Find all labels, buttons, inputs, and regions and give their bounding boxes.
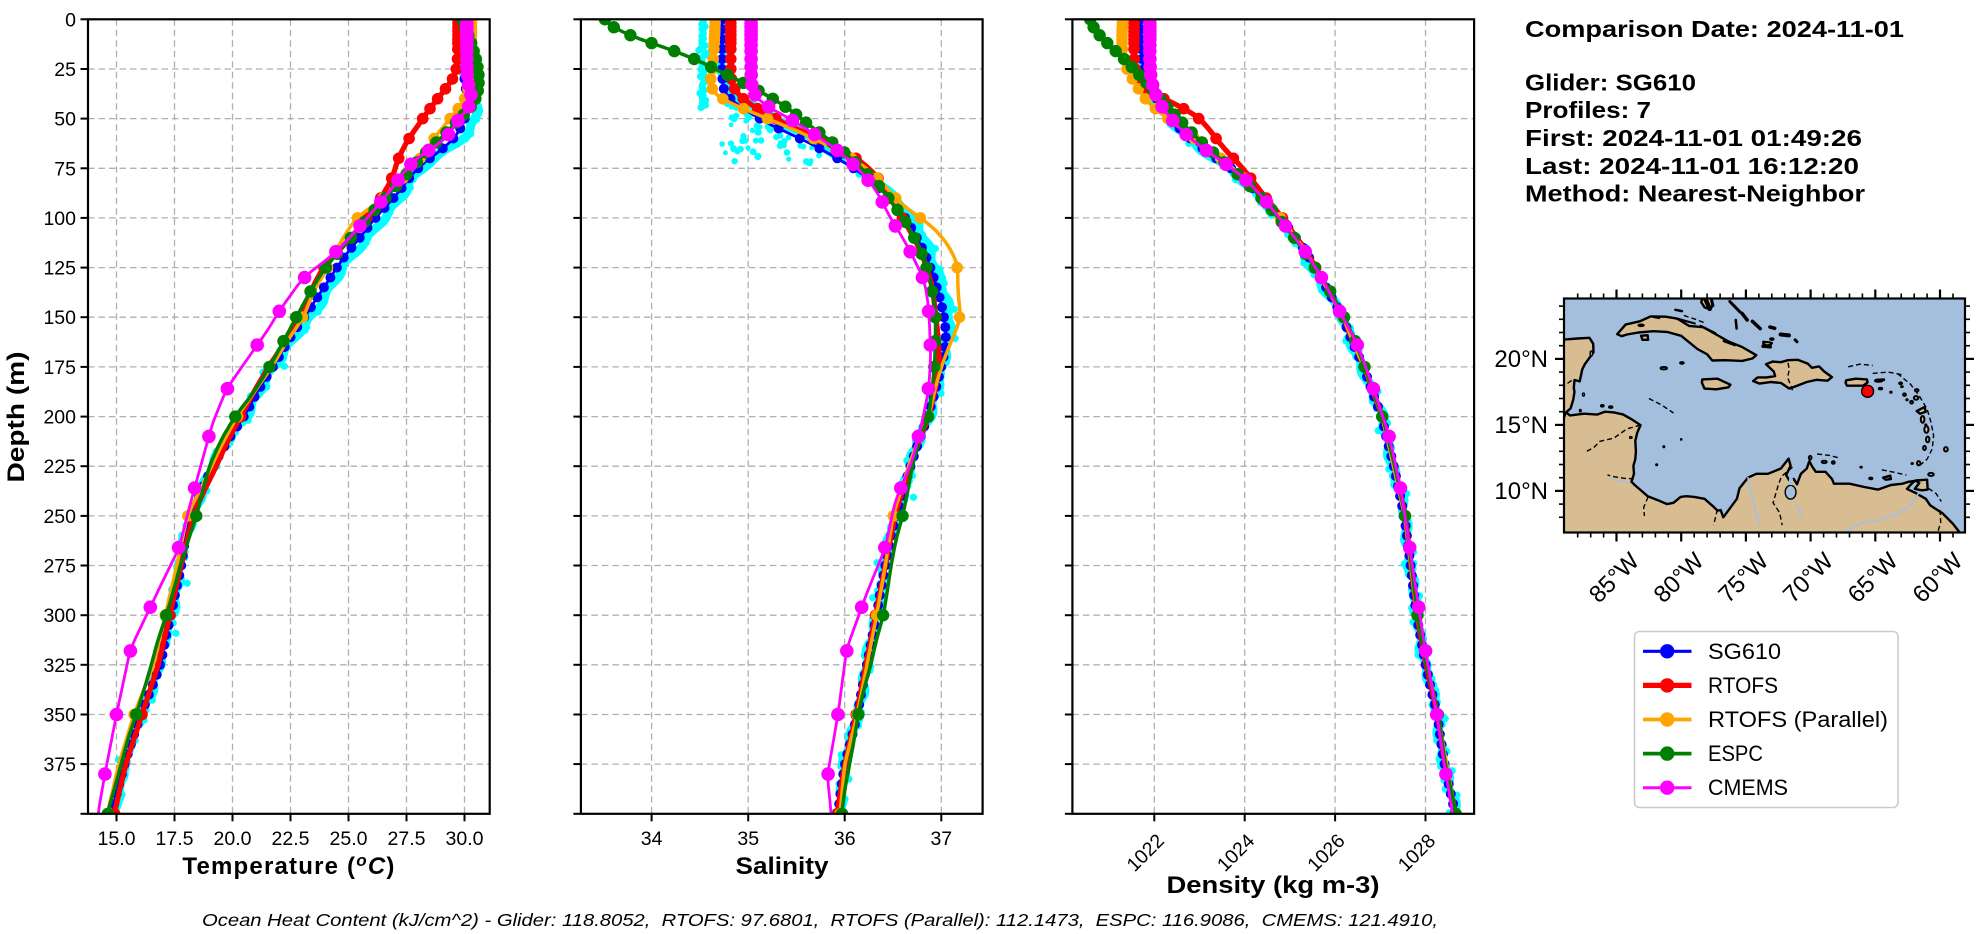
svg-text:75: 75: [54, 158, 76, 180]
svg-text:25: 25: [54, 59, 76, 81]
svg-text:350: 350: [43, 705, 76, 727]
svg-text:15.0: 15.0: [98, 828, 136, 850]
svg-text:Last: 2024-11-01 16:12:20: Last: 2024-11-01 16:12:20: [1525, 153, 1859, 179]
svg-text:Ocean Heat Content (kJ/cm^2) -: Ocean Heat Content (kJ/cm^2) - Glider: 1…: [202, 910, 1438, 930]
svg-text:37: 37: [930, 828, 952, 850]
svg-text:225: 225: [43, 456, 76, 478]
svg-text:CMEMS: CMEMS: [1708, 775, 1788, 800]
svg-text:275: 275: [43, 556, 76, 578]
svg-text:100: 100: [43, 208, 76, 230]
svg-text:200: 200: [43, 407, 76, 429]
svg-text:175: 175: [43, 357, 76, 379]
svg-text:22.5: 22.5: [272, 828, 310, 850]
svg-text:27.5: 27.5: [388, 828, 426, 850]
svg-text:SG610: SG610: [1708, 639, 1781, 664]
svg-text:20.0: 20.0: [214, 828, 252, 850]
svg-text:Glider: SG610: Glider: SG610: [1525, 69, 1696, 95]
svg-text:Density (kg m-3): Density (kg m-3): [1167, 872, 1380, 899]
svg-text:Depth (m): Depth (m): [3, 352, 30, 483]
svg-text:150: 150: [43, 307, 76, 329]
svg-text:375: 375: [43, 754, 76, 776]
svg-text:300: 300: [43, 605, 76, 627]
svg-text:30.0: 30.0: [446, 828, 484, 850]
svg-text:20°N: 20°N: [1494, 346, 1548, 373]
svg-text:Method: Nearest-Neighbor: Method: Nearest-Neighbor: [1525, 181, 1865, 207]
svg-text:Profiles: 7: Profiles: 7: [1525, 97, 1651, 123]
svg-text:RTOFS: RTOFS: [1708, 673, 1778, 698]
svg-text:250: 250: [43, 506, 76, 528]
svg-text:125: 125: [43, 258, 76, 280]
svg-text:First: 2024-11-01 01:49:26: First: 2024-11-01 01:49:26: [1525, 125, 1862, 151]
svg-text:34: 34: [641, 828, 663, 850]
svg-text:325: 325: [43, 655, 76, 677]
svg-text:17.5: 17.5: [156, 828, 194, 850]
svg-text:50: 50: [54, 109, 76, 131]
svg-text:15°N: 15°N: [1494, 412, 1548, 439]
svg-text:36: 36: [834, 828, 856, 850]
svg-text:10°N: 10°N: [1494, 478, 1548, 505]
svg-text:RTOFS (Parallel): RTOFS (Parallel): [1708, 707, 1888, 732]
svg-text:35: 35: [737, 828, 759, 850]
svg-text:Comparison Date: 2024-11-01: Comparison Date: 2024-11-01: [1525, 16, 1904, 42]
svg-text:0: 0: [65, 9, 76, 31]
svg-text:25.0: 25.0: [330, 828, 368, 850]
svg-text:Salinity: Salinity: [736, 853, 830, 880]
svg-text:ESPC: ESPC: [1708, 741, 1763, 766]
